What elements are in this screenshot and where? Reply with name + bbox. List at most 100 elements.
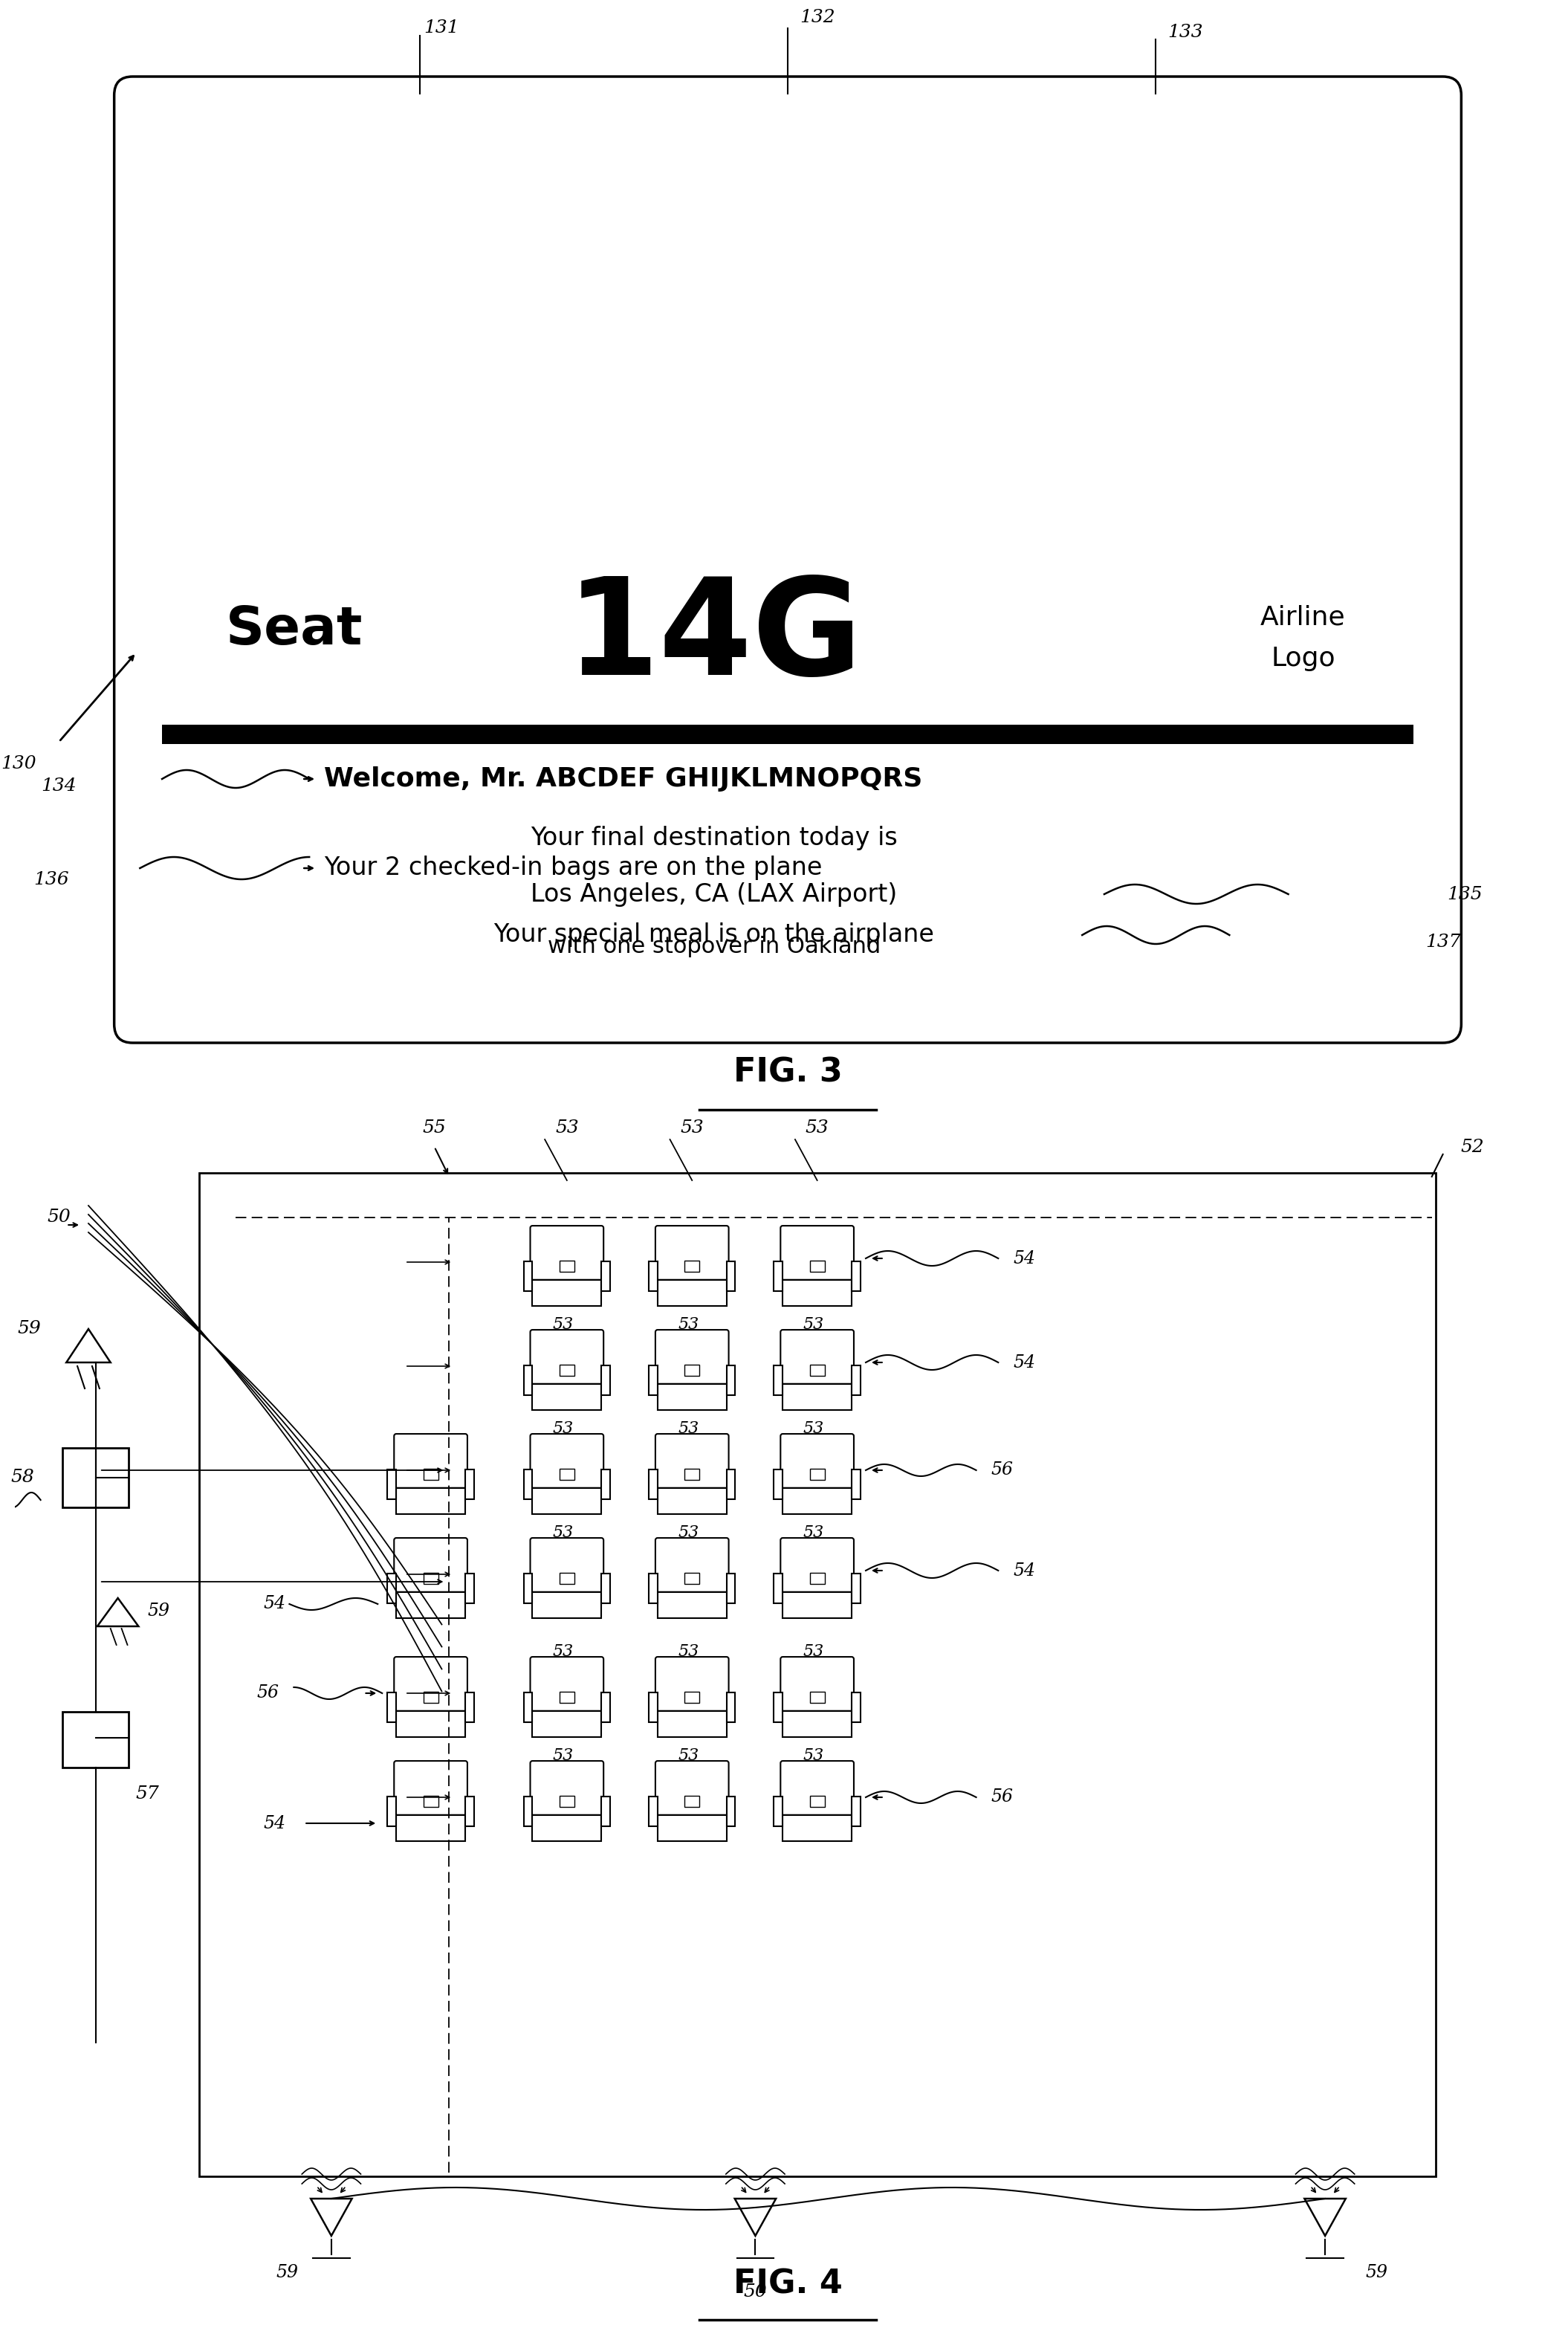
Text: 53: 53 [552, 1316, 574, 1332]
Text: 56: 56 [991, 1462, 1013, 1479]
Bar [560, 1365, 574, 1376]
Bar [63, 1711, 129, 1767]
Text: 52: 52 [1460, 1139, 1483, 1156]
Text: 135: 135 [1447, 886, 1483, 902]
Text: 53: 53 [803, 1748, 825, 1765]
Bar [387, 1693, 397, 1723]
FancyBboxPatch shape [655, 1537, 729, 1593]
Bar [657, 1281, 726, 1307]
FancyBboxPatch shape [781, 1658, 855, 1711]
FancyBboxPatch shape [781, 1760, 855, 1816]
Bar [782, 1816, 851, 1841]
Bar [782, 1711, 851, 1737]
Bar [685, 1365, 699, 1376]
Bar [524, 1797, 533, 1827]
Text: 133: 133 [1168, 23, 1203, 40]
Bar [809, 1260, 825, 1272]
Bar [466, 1574, 474, 1604]
Bar [397, 1488, 466, 1514]
FancyBboxPatch shape [781, 1225, 855, 1279]
Bar [685, 1260, 699, 1272]
Bar [657, 1383, 726, 1409]
Bar [726, 1469, 735, 1500]
Text: Welcome, Mr. ABCDEF GHIJKLMNOPQRS: Welcome, Mr. ABCDEF GHIJKLMNOPQRS [325, 767, 922, 790]
Text: 53: 53 [681, 1121, 704, 1137]
Text: 53: 53 [552, 1748, 574, 1765]
Bar [657, 1488, 726, 1514]
FancyBboxPatch shape [394, 1658, 467, 1711]
Text: 59: 59 [17, 1321, 41, 1337]
Bar [851, 1469, 861, 1500]
Bar [657, 1593, 726, 1618]
Bar [775, 1262, 782, 1290]
Bar [657, 1816, 726, 1841]
Bar [602, 1365, 610, 1395]
Text: 56: 56 [257, 1686, 279, 1702]
Bar [809, 1365, 825, 1376]
Bar [397, 1816, 466, 1841]
Text: 137: 137 [1425, 935, 1460, 951]
Text: 54: 54 [263, 1816, 285, 1832]
Bar [851, 1693, 861, 1723]
Text: 53: 53 [677, 1421, 699, 1437]
Bar [851, 1365, 861, 1395]
Bar [649, 1365, 657, 1395]
FancyBboxPatch shape [530, 1225, 604, 1279]
Text: FIG. 4: FIG. 4 [734, 2269, 842, 2299]
Bar [809, 1469, 825, 1479]
FancyBboxPatch shape [394, 1760, 467, 1816]
Bar [851, 1262, 861, 1290]
Text: with one stopover in Oakland: with one stopover in Oakland [547, 935, 881, 958]
FancyBboxPatch shape [394, 1435, 467, 1488]
Bar [782, 1488, 851, 1514]
Text: 53: 53 [806, 1121, 829, 1137]
FancyBboxPatch shape [114, 77, 1461, 1044]
FancyBboxPatch shape [655, 1225, 729, 1279]
Bar [533, 1711, 602, 1737]
Bar [560, 1572, 574, 1583]
Bar [649, 1574, 657, 1604]
Text: 53: 53 [552, 1644, 574, 1660]
Bar [726, 1262, 735, 1290]
Bar [533, 1816, 602, 1841]
Text: 56: 56 [991, 1788, 1013, 1807]
Bar [726, 1797, 735, 1827]
Text: 53: 53 [677, 1644, 699, 1660]
Bar [649, 1262, 657, 1290]
Text: 59: 59 [1366, 2265, 1388, 2281]
Bar [387, 1797, 397, 1827]
Text: 53: 53 [552, 1421, 574, 1437]
Text: 57: 57 [135, 1786, 158, 1802]
Text: 55: 55 [423, 1121, 447, 1137]
Text: 53: 53 [677, 1316, 699, 1332]
Bar [387, 1469, 397, 1500]
Bar [775, 1574, 782, 1604]
FancyBboxPatch shape [781, 1330, 855, 1383]
Text: 59: 59 [276, 2265, 298, 2281]
Bar [387, 1574, 397, 1604]
Text: 50: 50 [743, 2283, 767, 2299]
Text: Seat: Seat [226, 604, 364, 656]
Bar [423, 1469, 437, 1479]
Bar [524, 1693, 533, 1723]
Bar [533, 1593, 602, 1618]
Text: 54: 54 [1013, 1353, 1035, 1372]
Bar [560, 1469, 574, 1479]
FancyBboxPatch shape [530, 1330, 604, 1383]
Text: 53: 53 [677, 1748, 699, 1765]
Bar [657, 1711, 726, 1737]
Bar [851, 1574, 861, 1604]
Bar [423, 1572, 437, 1583]
Bar [685, 1469, 699, 1479]
Text: Los Angeles, CA (LAX Airport): Los Angeles, CA (LAX Airport) [532, 881, 897, 907]
FancyBboxPatch shape [530, 1658, 604, 1711]
FancyBboxPatch shape [655, 1330, 729, 1383]
Bar [782, 1281, 851, 1307]
Bar [524, 1574, 533, 1604]
Text: 54: 54 [1013, 1251, 1035, 1267]
Bar [602, 1262, 610, 1290]
Bar [851, 1797, 861, 1827]
Text: 50: 50 [47, 1209, 71, 1225]
FancyBboxPatch shape [655, 1658, 729, 1711]
Bar [775, 1469, 782, 1500]
